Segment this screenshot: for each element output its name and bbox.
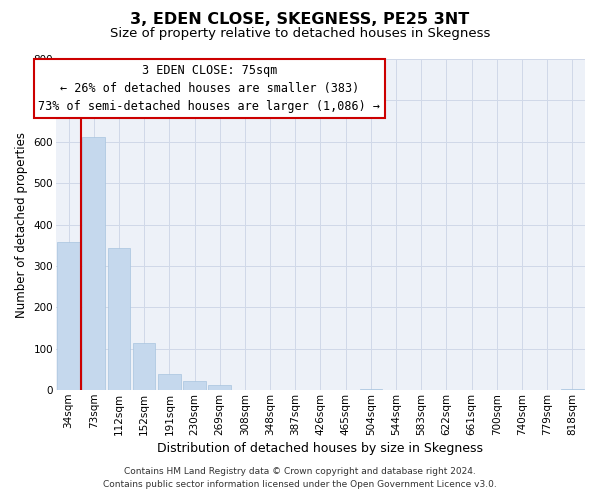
Y-axis label: Number of detached properties: Number of detached properties <box>15 132 28 318</box>
Text: 3, EDEN CLOSE, SKEGNESS, PE25 3NT: 3, EDEN CLOSE, SKEGNESS, PE25 3NT <box>130 12 470 28</box>
Bar <box>183 381 206 390</box>
Bar <box>208 385 231 390</box>
Bar <box>359 389 382 390</box>
Bar <box>107 248 130 390</box>
X-axis label: Distribution of detached houses by size in Skegness: Distribution of detached houses by size … <box>157 442 484 455</box>
Bar <box>561 389 584 390</box>
Text: 3 EDEN CLOSE: 75sqm
← 26% of detached houses are smaller (383)
73% of semi-detac: 3 EDEN CLOSE: 75sqm ← 26% of detached ho… <box>38 64 380 113</box>
Bar <box>57 242 80 390</box>
Text: Size of property relative to detached houses in Skegness: Size of property relative to detached ho… <box>110 28 490 40</box>
Bar <box>158 374 181 390</box>
Bar <box>82 137 105 390</box>
Bar <box>133 344 155 390</box>
Text: Contains HM Land Registry data © Crown copyright and database right 2024.
Contai: Contains HM Land Registry data © Crown c… <box>103 468 497 489</box>
